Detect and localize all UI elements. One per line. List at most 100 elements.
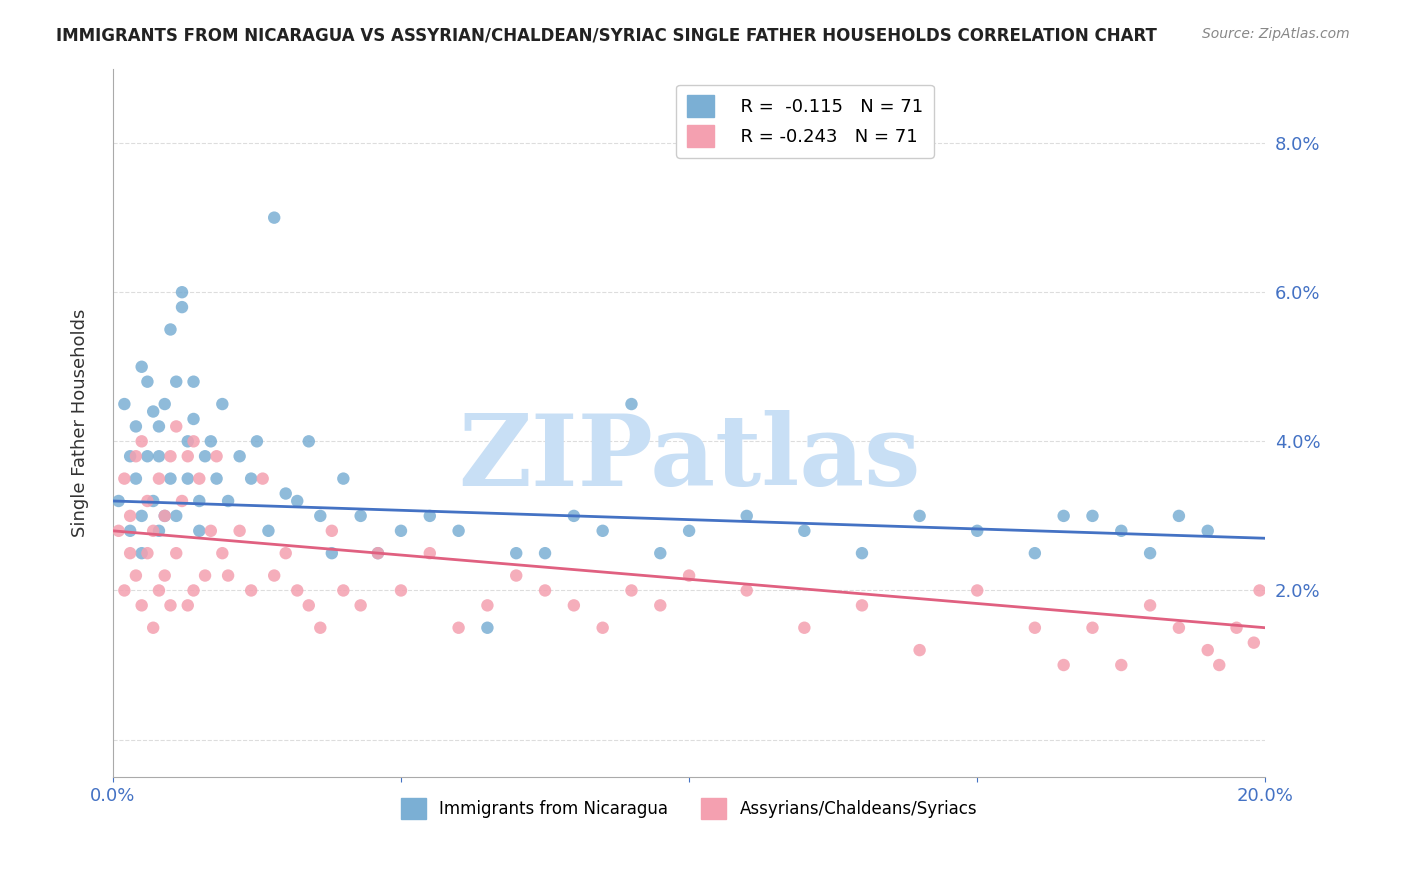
Point: [1053, 658, 1076, 673]
Point: [148, 583, 170, 598]
Point: [298, 599, 321, 613]
Point: [177, 449, 200, 463]
Text: Source: ZipAtlas.com: Source: ZipAtlas.com: [1202, 27, 1350, 41]
Point: [1139, 599, 1161, 613]
Point: [678, 568, 700, 582]
Point: [309, 621, 332, 635]
Point: [194, 449, 217, 463]
Point: [120, 524, 142, 538]
Point: [159, 472, 181, 486]
Point: [678, 524, 700, 538]
Point: [263, 568, 285, 582]
Point: [107, 494, 129, 508]
Point: [793, 621, 815, 635]
Point: [505, 568, 527, 582]
Point: [217, 568, 239, 582]
Y-axis label: Single Father Households: Single Father Households: [72, 309, 89, 537]
Point: [447, 524, 470, 538]
Text: ZIPatlas: ZIPatlas: [458, 409, 921, 507]
Point: [125, 568, 148, 582]
Point: [177, 434, 200, 449]
Point: [367, 546, 389, 560]
Point: [228, 524, 250, 538]
Point: [1111, 658, 1133, 673]
Point: [650, 599, 672, 613]
Point: [148, 419, 170, 434]
Point: [217, 494, 239, 508]
Point: [477, 599, 499, 613]
Point: [389, 583, 412, 598]
Point: [148, 472, 170, 486]
Point: [246, 434, 269, 449]
Point: [298, 434, 321, 449]
Point: [183, 412, 205, 426]
Point: [419, 508, 441, 523]
Point: [142, 404, 165, 418]
Point: [851, 546, 873, 560]
Point: [183, 583, 205, 598]
Point: [148, 449, 170, 463]
Point: [389, 524, 412, 538]
Point: [211, 546, 233, 560]
Point: [1081, 621, 1104, 635]
Point: [159, 322, 181, 336]
Point: [285, 583, 308, 598]
Point: [131, 508, 153, 523]
Point: [200, 524, 222, 538]
Point: [120, 508, 142, 523]
Point: [321, 524, 343, 538]
Point: [136, 494, 159, 508]
Point: [188, 494, 211, 508]
Point: [321, 546, 343, 560]
Point: [177, 599, 200, 613]
Point: [170, 494, 193, 508]
Point: [447, 621, 470, 635]
Point: [252, 472, 274, 486]
Point: [274, 486, 297, 500]
Point: [131, 434, 153, 449]
Point: [131, 599, 153, 613]
Point: [188, 524, 211, 538]
Point: [153, 397, 176, 411]
Point: [120, 449, 142, 463]
Point: [1081, 508, 1104, 523]
Point: [908, 508, 931, 523]
Point: [125, 419, 148, 434]
Point: [107, 524, 129, 538]
Point: [1243, 635, 1265, 649]
Point: [1167, 508, 1189, 523]
Point: [851, 599, 873, 613]
Point: [477, 621, 499, 635]
Point: [534, 546, 557, 560]
Point: [1197, 524, 1219, 538]
Point: [332, 472, 354, 486]
Point: [1024, 621, 1046, 635]
Point: [620, 583, 643, 598]
Point: [205, 449, 228, 463]
Point: [211, 397, 233, 411]
Point: [562, 599, 585, 613]
Point: [188, 472, 211, 486]
Point: [349, 599, 371, 613]
Point: [908, 643, 931, 657]
Point: [228, 449, 250, 463]
Point: [159, 599, 181, 613]
Point: [153, 508, 176, 523]
Point: [131, 359, 153, 374]
Point: [419, 546, 441, 560]
Point: [159, 449, 181, 463]
Legend: Immigrants from Nicaragua, Assyrians/Chaldeans/Syriacs: Immigrants from Nicaragua, Assyrians/Cha…: [394, 791, 984, 825]
Point: [165, 546, 187, 560]
Point: [1167, 621, 1189, 635]
Point: [125, 472, 148, 486]
Text: IMMIGRANTS FROM NICARAGUA VS ASSYRIAN/CHALDEAN/SYRIAC SINGLE FATHER HOUSEHOLDS C: IMMIGRANTS FROM NICARAGUA VS ASSYRIAN/CH…: [56, 27, 1157, 45]
Point: [592, 524, 614, 538]
Point: [1208, 658, 1230, 673]
Point: [367, 546, 389, 560]
Point: [620, 397, 643, 411]
Point: [309, 508, 332, 523]
Point: [125, 449, 148, 463]
Point: [148, 524, 170, 538]
Point: [142, 494, 165, 508]
Point: [735, 583, 758, 598]
